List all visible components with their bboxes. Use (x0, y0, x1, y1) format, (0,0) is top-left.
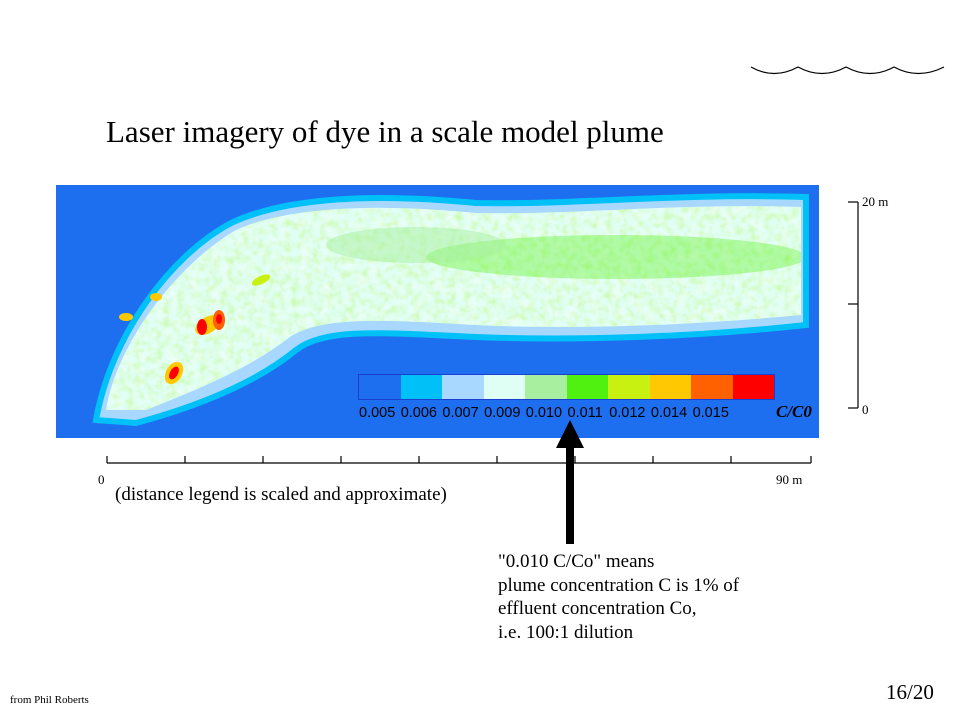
hotspot-red-2 (216, 314, 222, 324)
annotation-text: "0.010 C/Co" means plume concentration C… (498, 550, 739, 644)
annotation-line-4: i.e. 100:1 dilution (498, 621, 634, 643)
hotspot-yellow-4 (119, 313, 133, 321)
wave-decoration (750, 66, 945, 75)
plume-green-band (426, 235, 801, 279)
colorbar-cell (691, 375, 733, 399)
colorbar-label: 0.005 (359, 405, 396, 421)
colorbar-cell (732, 375, 774, 399)
plume-green-band-2 (326, 227, 506, 263)
horizontal-scale (106, 456, 812, 464)
colorbar-label: 0.006 (400, 405, 437, 421)
vertical-scale (848, 201, 859, 409)
colorbar-cell (442, 375, 484, 399)
plume-halo-cyan (92, 193, 809, 427)
colorbar-label: 0.014 (650, 405, 688, 421)
colorbar-cell (649, 375, 691, 399)
horizontal-scale-left-label: 0 (98, 472, 105, 487)
horizontal-scale-right-label: 90 m (776, 472, 803, 487)
annotation-line-1: "0.010 C/Co" means (498, 551, 655, 572)
hotspot-yellow-6 (150, 293, 162, 301)
distance-legend-note: (distance legend is scaled and approxima… (115, 484, 447, 505)
colorbar-cell (525, 375, 567, 399)
slide-title: Laser imagery of dye in a scale model pl… (106, 114, 664, 149)
page-number: 16/20 (886, 680, 934, 704)
colorbar-cell (400, 375, 442, 399)
credit-text: from Phil Roberts (10, 694, 89, 706)
annotation-line-3: effluent concentration Co, (498, 598, 697, 619)
hotspot-red-1 (197, 319, 207, 335)
hotspot-yellow-5 (251, 274, 271, 286)
hotspot-red-3 (169, 366, 179, 380)
plume-laser-image (56, 185, 819, 438)
annotation-arrow (556, 420, 584, 544)
vertical-scale-bottom-label: 0 (862, 402, 869, 417)
colorbar-label: 0.009 (484, 405, 521, 421)
colorbar-cell (566, 375, 608, 399)
colorbar-unit: C/C0 (776, 402, 812, 421)
colorbar-cell (359, 375, 401, 399)
colorbar-cell (608, 375, 650, 399)
colorbar-label: 0.015 (692, 405, 729, 421)
colorbar-label: 0.010 (525, 405, 563, 421)
colorbar-cell (483, 375, 525, 399)
colorbar-label: 0.011 (567, 405, 603, 421)
colorbar-label: 0.007 (442, 405, 479, 421)
colorbar-label: 0.012 (609, 405, 646, 421)
concentration-colorbar (358, 374, 775, 400)
annotation-line-2: plume concentration C is 1% of (498, 574, 740, 596)
vertical-scale-top-label: 20 m (862, 194, 889, 209)
